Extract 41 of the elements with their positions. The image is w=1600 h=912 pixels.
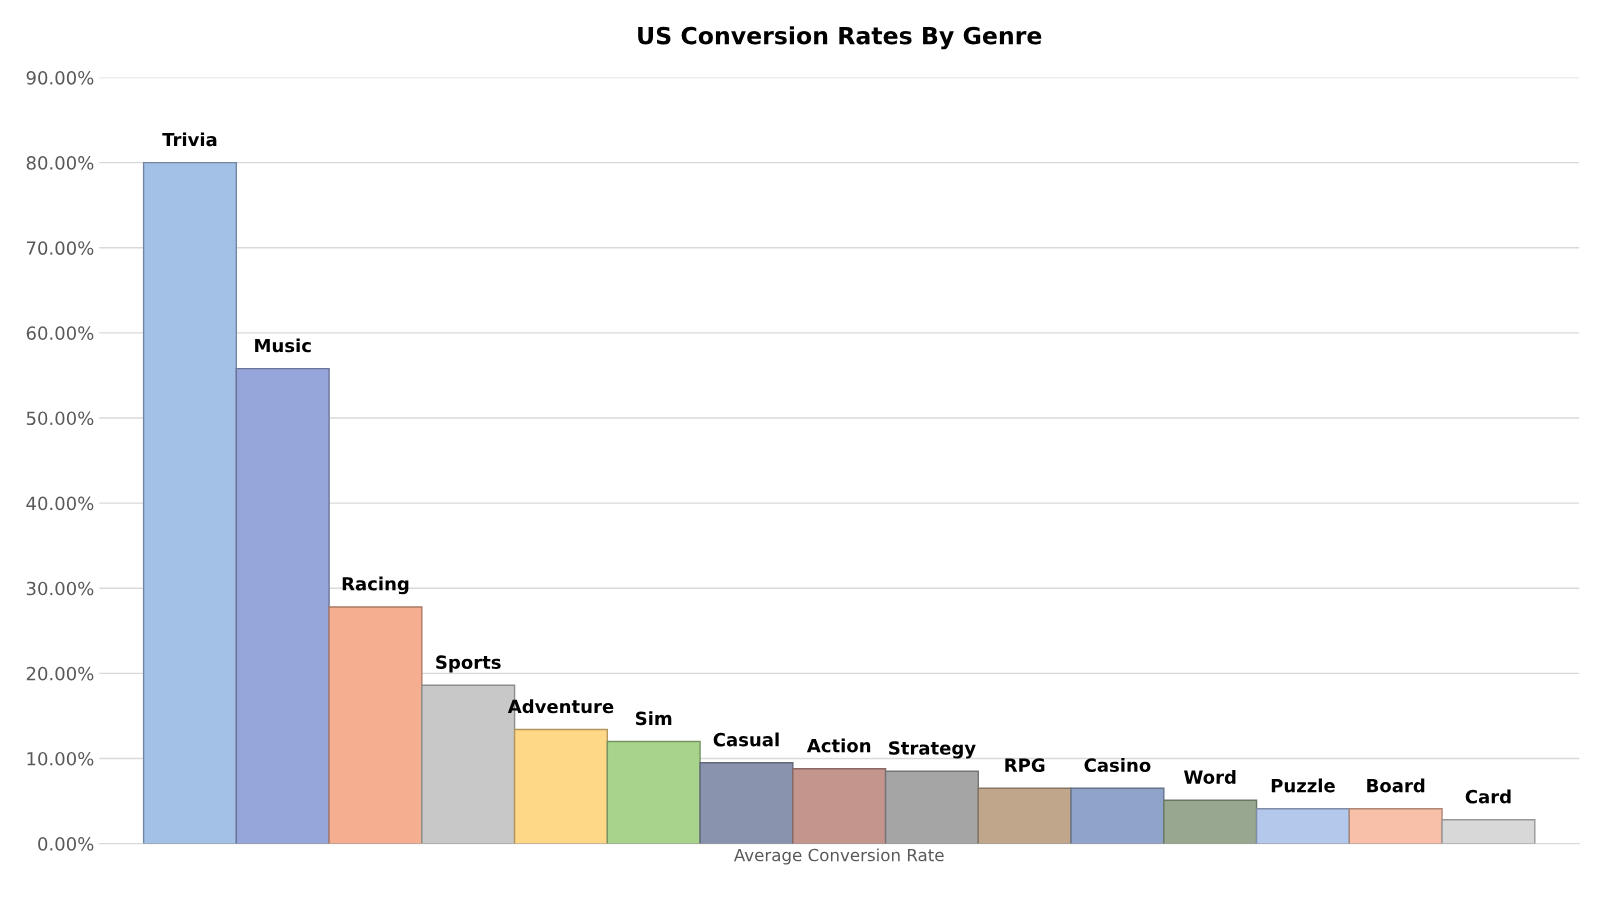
series-label: Strategy (889, 741, 976, 759)
bar (977, 787, 1072, 844)
bar (884, 770, 980, 844)
series-label: RPG (1005, 758, 1045, 773)
bar (1255, 808, 1351, 844)
bar (792, 767, 887, 844)
series-label: Music (255, 338, 311, 353)
y-tick-label: 10.00% (27, 751, 94, 766)
bar (1070, 787, 1165, 844)
y-tick-label: 80.00% (26, 156, 94, 170)
y-tick-label: 60.00% (26, 326, 94, 340)
series-label: Board (1367, 778, 1425, 793)
bar (513, 728, 609, 844)
series-label: Sim (636, 711, 672, 726)
y-tick-label: 20.00% (26, 666, 94, 681)
y-tick-label: 70.00% (26, 241, 94, 255)
y-tick-label: 50.00% (26, 411, 94, 426)
bar (699, 762, 794, 844)
bar (142, 161, 238, 844)
y-tick-label: 40.00% (26, 496, 94, 511)
bar (235, 367, 330, 844)
bar (1163, 799, 1258, 844)
series-label: Racing (342, 576, 409, 595)
series-label: Trivia (162, 132, 217, 147)
series-label: Casual (713, 732, 779, 747)
series-label: Casino (1084, 758, 1151, 773)
bar (1441, 819, 1536, 844)
y-tick-label: 30.00% (26, 581, 94, 596)
x-tick-label: Average Conversion Rate (733, 848, 944, 865)
bar (1348, 808, 1443, 844)
y-tick-label: 0.00% (38, 837, 94, 851)
chart-title: US Conversion Rates By Genre (638, 26, 1042, 50)
series-label: Adventure (507, 699, 614, 714)
series-label: Word (1183, 769, 1236, 784)
y-tick-label: 90.00% (26, 70, 94, 85)
bar (606, 740, 701, 844)
series-label: Action (806, 738, 871, 753)
series-label: Card (1465, 789, 1511, 804)
series-label: Sports (436, 655, 501, 673)
bar (328, 606, 423, 844)
series-label: Puzzle (1271, 778, 1335, 793)
